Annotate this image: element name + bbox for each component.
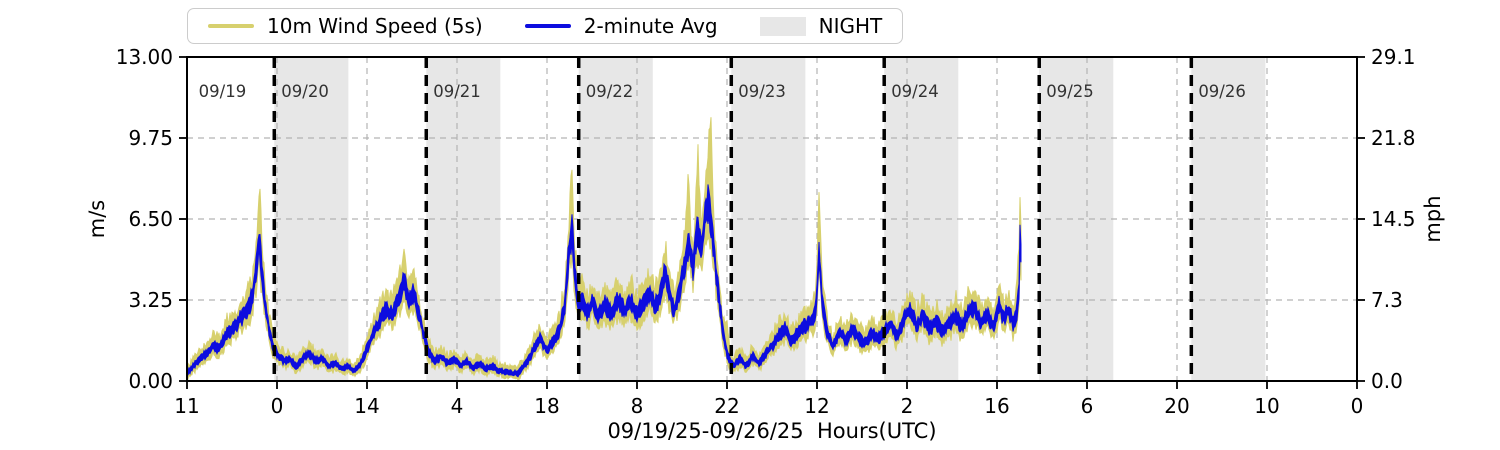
legend-item-gust: 10m Wind Speed (5s) xyxy=(208,14,483,38)
legend-item-avg: 2-minute Avg xyxy=(524,14,718,38)
date-label: 09/23 xyxy=(738,82,786,101)
legend-label-gust: 10m Wind Speed (5s) xyxy=(267,14,483,38)
legend-label-avg: 2-minute Avg xyxy=(583,14,718,38)
y-tick-label-right: 7.3 xyxy=(1371,288,1403,312)
x-tick-label: 12 xyxy=(804,394,829,418)
date-label: 09/19 xyxy=(199,82,247,101)
y-tick-label-left: 13.00 xyxy=(116,45,173,69)
x-tick-label: 0 xyxy=(271,394,284,418)
legend-label-night: NIGHT xyxy=(818,14,883,38)
x-tick-label: 18 xyxy=(534,394,559,418)
date-label: 09/24 xyxy=(891,82,939,101)
x-tick-label: 8 xyxy=(631,394,644,418)
y-tick-label-right: 0.0 xyxy=(1371,369,1403,393)
date-label: 09/26 xyxy=(1198,82,1246,101)
x-tick-label: 11 xyxy=(174,394,199,418)
x-tick-label: 10 xyxy=(1254,394,1279,418)
date-label: 09/22 xyxy=(586,82,634,101)
x-tick-label: 6 xyxy=(1081,394,1094,418)
y-tick-label-right: 14.5 xyxy=(1371,207,1416,231)
y-axis-label-left: m/s xyxy=(85,199,109,239)
x-tick-label: 14 xyxy=(354,394,379,418)
chart-legend: 10m Wind Speed (5s) 2-minute Avg NIGHT xyxy=(187,8,904,44)
y-tick-label-left: 3.25 xyxy=(128,288,173,312)
legend-item-night: NIGHT xyxy=(759,14,883,38)
avg-series xyxy=(186,184,1022,378)
y-axis-label-right: mph xyxy=(1421,195,1445,243)
date-label: 09/20 xyxy=(281,82,329,101)
x-axis-label: 09/19/25-09/26/25 Hours(UTC) xyxy=(607,419,937,443)
gust-line-swatch-icon xyxy=(208,24,254,28)
x-tick-label: 2 xyxy=(901,394,914,418)
y-tick-label-left: 6.50 xyxy=(128,207,173,231)
y-tick-label-left: 9.75 xyxy=(128,126,173,150)
y-tick-label-right: 29.1 xyxy=(1371,45,1416,69)
x-tick-label: 0 xyxy=(1351,394,1364,418)
y-tick-label-right: 21.8 xyxy=(1371,126,1416,150)
x-tick-label: 16 xyxy=(984,394,1009,418)
avg-line-swatch-icon xyxy=(524,24,571,28)
x-tick-label: 4 xyxy=(451,394,464,418)
y-tick-label-left: 0.00 xyxy=(128,369,173,393)
date-label: 09/25 xyxy=(1046,82,1094,101)
night-patch-swatch-icon xyxy=(759,16,806,36)
date-label: 09/21 xyxy=(433,82,481,101)
x-tick-label: 20 xyxy=(1164,394,1189,418)
x-tick-label: 22 xyxy=(714,394,739,418)
